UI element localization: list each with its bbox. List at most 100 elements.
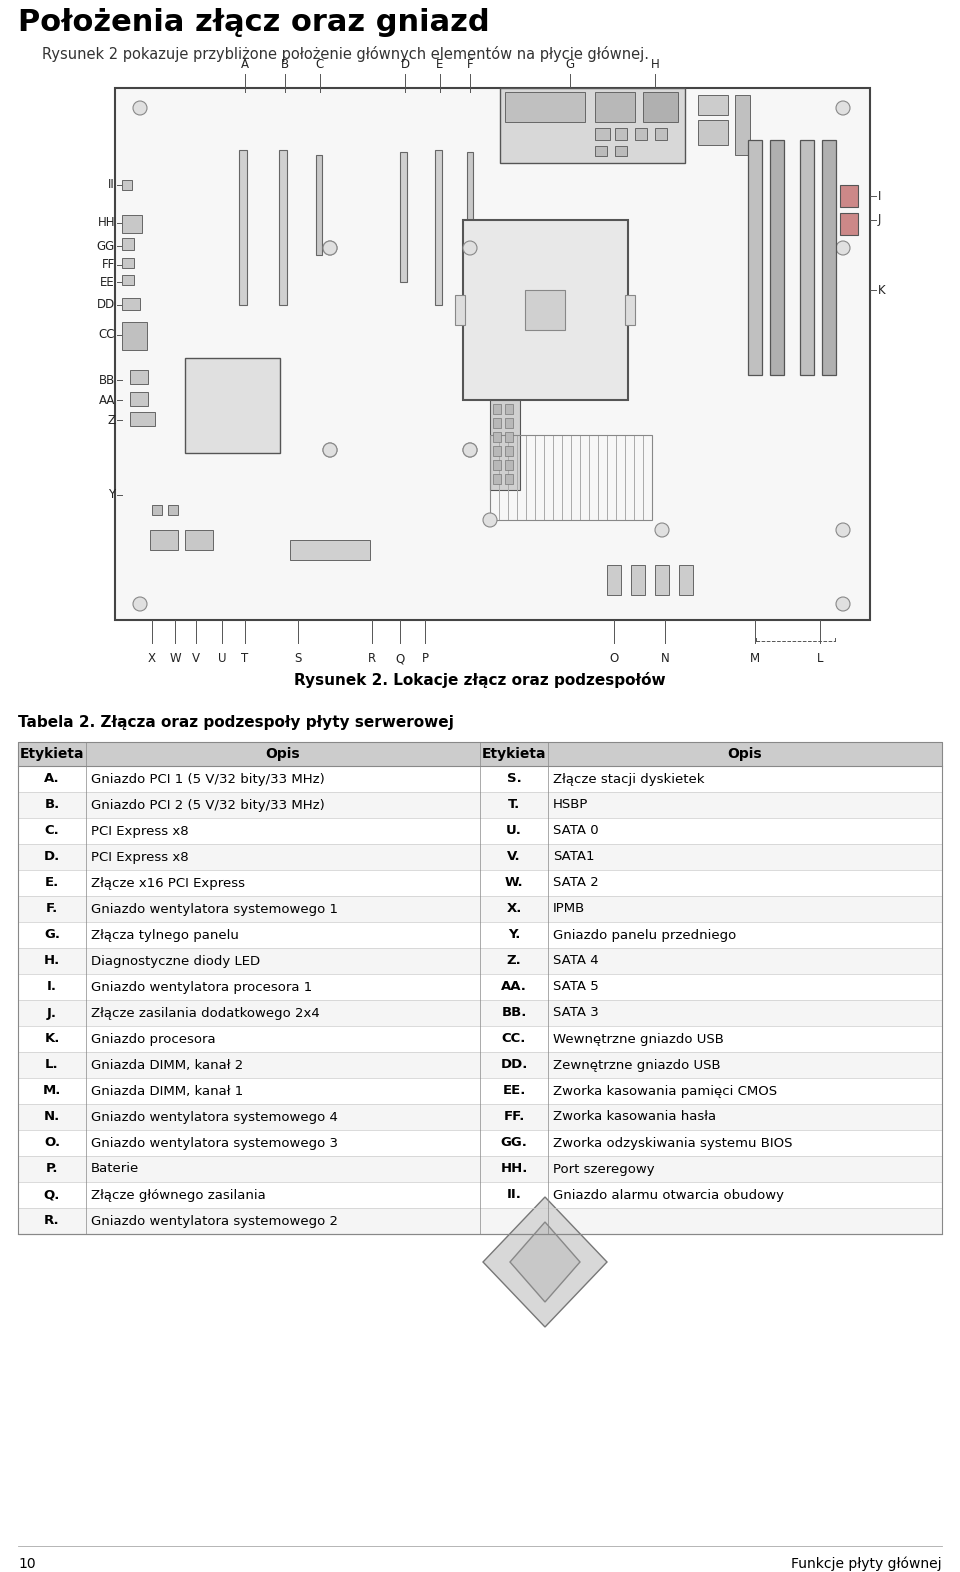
Text: G.: G. <box>44 929 60 942</box>
Text: D: D <box>400 58 410 71</box>
Text: Zworka kasowania hasła: Zworka kasowania hasła <box>553 1110 716 1124</box>
Text: A.: A. <box>44 772 60 786</box>
Text: W.: W. <box>505 877 523 890</box>
Text: Port szeregowy: Port szeregowy <box>553 1163 655 1176</box>
Text: DD.: DD. <box>500 1058 528 1072</box>
Text: Gniazdo PCI 1 (5 V/32 bity/33 MHz): Gniazdo PCI 1 (5 V/32 bity/33 MHz) <box>91 772 324 786</box>
Bar <box>655 564 669 594</box>
Bar <box>595 127 610 140</box>
Bar <box>122 258 134 267</box>
Bar <box>185 530 213 550</box>
Text: V: V <box>192 652 200 665</box>
Text: Rysunek 2 pokazuje przybliżone położenie głównych elementów na płycie głównej.: Rysunek 2 pokazuje przybliżone położenie… <box>42 46 649 61</box>
Circle shape <box>133 101 147 115</box>
Text: Tabela 2. Złącza oraz podzespoły płyty serwerowej: Tabela 2. Złącza oraz podzespoły płyty s… <box>18 715 454 729</box>
Text: Gniazdo wentylatora systemowego 1: Gniazdo wentylatora systemowego 1 <box>91 902 338 915</box>
Text: IPMB: IPMB <box>553 902 586 915</box>
Text: Gniazdo wentylatora systemowego 4: Gniazdo wentylatora systemowego 4 <box>91 1110 338 1124</box>
Text: Funkcje płyty głównej: Funkcje płyty głównej <box>791 1556 942 1572</box>
Text: Złącze zasilania dodatkowego 2x4: Złącze zasilania dodatkowego 2x4 <box>91 1006 320 1020</box>
Text: Złącza tylnego panelu: Złącza tylnego panelu <box>91 929 239 942</box>
Bar <box>525 289 565 330</box>
Bar <box>505 432 513 442</box>
Bar <box>316 156 322 255</box>
Text: II: II <box>108 179 115 192</box>
Text: F: F <box>467 58 473 71</box>
Bar <box>493 418 501 428</box>
Text: BB.: BB. <box>501 1006 527 1020</box>
Text: H: H <box>651 58 660 71</box>
Text: Y: Y <box>108 489 115 501</box>
Bar <box>122 275 134 285</box>
Bar <box>493 461 501 470</box>
Bar <box>500 88 685 163</box>
Bar <box>122 322 147 351</box>
Text: SATA 2: SATA 2 <box>553 877 599 890</box>
Text: II.: II. <box>507 1188 521 1201</box>
Bar <box>130 412 155 426</box>
Text: Zworka odzyskiwania systemu BIOS: Zworka odzyskiwania systemu BIOS <box>553 1137 793 1149</box>
Bar <box>122 237 134 250</box>
Text: BB: BB <box>99 374 115 387</box>
Text: O: O <box>610 652 618 665</box>
Circle shape <box>463 443 477 457</box>
Bar <box>615 146 627 156</box>
Text: K.: K. <box>44 1033 60 1045</box>
Text: C.: C. <box>44 824 60 838</box>
Text: Położenia złącz oraz gniazd: Położenia złącz oraz gniazd <box>18 8 490 38</box>
Circle shape <box>133 597 147 612</box>
Bar <box>18 896 942 923</box>
Text: Zewnętrzne gniazdo USB: Zewnętrzne gniazdo USB <box>553 1058 721 1072</box>
Text: D.: D. <box>44 850 60 863</box>
Circle shape <box>655 523 669 538</box>
Circle shape <box>463 443 477 457</box>
Text: GG.: GG. <box>500 1137 527 1149</box>
Text: HSBP: HSBP <box>553 799 588 811</box>
Text: H.: H. <box>44 954 60 967</box>
Text: Y.: Y. <box>508 929 520 942</box>
Bar <box>493 446 501 456</box>
Circle shape <box>836 523 850 538</box>
Text: E: E <box>436 58 444 71</box>
Text: Opis: Opis <box>266 747 300 761</box>
Text: N.: N. <box>44 1110 60 1124</box>
Text: EE: EE <box>100 275 115 289</box>
Text: GG: GG <box>97 239 115 253</box>
Bar <box>18 1207 942 1234</box>
Bar <box>130 391 148 406</box>
Bar <box>467 152 473 233</box>
Bar <box>490 435 652 520</box>
Bar <box>822 140 836 376</box>
Text: Zworka kasowania pamięci CMOS: Zworka kasowania pamięci CMOS <box>553 1085 778 1097</box>
Text: Złącze stacji dyskietek: Złącze stacji dyskietek <box>553 772 705 786</box>
Bar <box>18 948 942 975</box>
Text: E.: E. <box>45 877 60 890</box>
Text: J.: J. <box>47 1006 57 1020</box>
Bar <box>625 296 635 325</box>
Polygon shape <box>483 1196 607 1327</box>
Circle shape <box>483 512 497 527</box>
Text: HH: HH <box>98 217 115 230</box>
Text: Diagnostyczne diody LED: Diagnostyczne diody LED <box>91 954 260 967</box>
Text: Q.: Q. <box>44 1188 60 1201</box>
Text: I: I <box>878 190 881 203</box>
Text: P: P <box>421 652 428 665</box>
Bar <box>18 817 942 844</box>
Text: SATA 3: SATA 3 <box>553 1006 599 1020</box>
Circle shape <box>323 443 337 457</box>
Bar <box>18 844 942 869</box>
Bar <box>279 149 287 305</box>
Text: W: W <box>169 652 180 665</box>
Circle shape <box>463 241 477 255</box>
Bar <box>655 127 667 140</box>
Bar <box>400 152 407 281</box>
Bar <box>493 404 501 413</box>
Circle shape <box>836 101 850 115</box>
Text: L.: L. <box>45 1058 59 1072</box>
Bar <box>455 296 465 325</box>
Text: DD: DD <box>97 299 115 311</box>
Text: SATA 5: SATA 5 <box>553 981 599 994</box>
Bar <box>18 792 942 817</box>
Text: O.: O. <box>44 1137 60 1149</box>
Text: A: A <box>241 58 249 71</box>
